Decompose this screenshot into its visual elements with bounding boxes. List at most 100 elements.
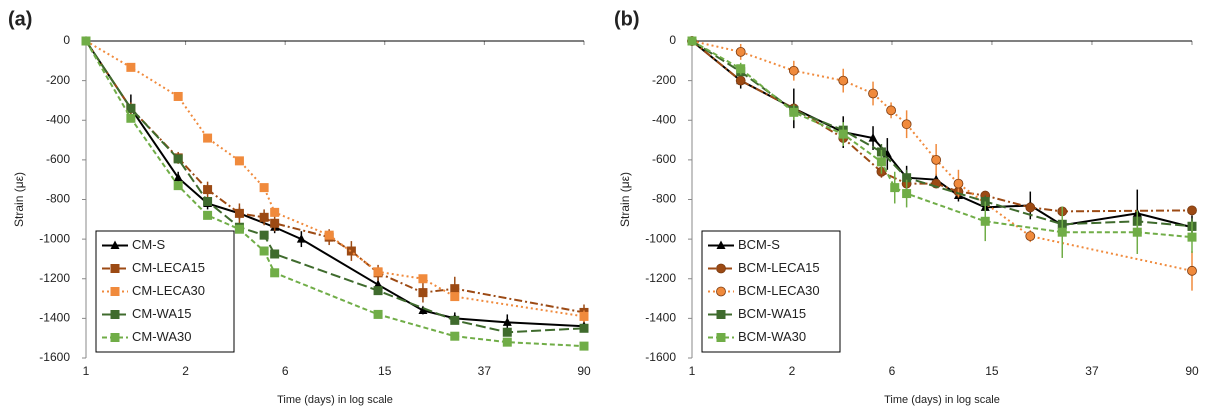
data-point — [259, 212, 269, 222]
data-point — [450, 292, 460, 302]
legend-label: BCM-LECA30 — [738, 283, 820, 298]
data-point — [296, 234, 306, 243]
y-tick-label: -1400 — [39, 311, 70, 325]
data-point — [502, 317, 512, 326]
data-point — [203, 133, 213, 143]
series-line — [85, 40, 585, 328]
data-point — [890, 183, 900, 193]
data-point — [173, 154, 183, 164]
legend-label: BCM-S — [738, 237, 780, 252]
y-tick-label: -400 — [46, 112, 70, 126]
data-point — [1025, 231, 1036, 242]
panel-label: (b) — [614, 8, 640, 30]
x-axis-title: Time (days) in log scale — [277, 394, 393, 406]
data-point — [373, 309, 383, 319]
data-point — [346, 246, 356, 256]
data-point — [687, 36, 697, 46]
data-point — [886, 105, 896, 116]
series-line — [691, 40, 1193, 229]
data-point — [980, 216, 990, 226]
data-point — [126, 113, 136, 123]
data-point — [270, 249, 280, 259]
y-tick-label: -200 — [652, 73, 676, 87]
data-point — [173, 91, 183, 101]
data-point — [953, 178, 964, 189]
data-point — [1025, 202, 1036, 213]
series-line — [691, 40, 1193, 213]
series-line — [691, 40, 1193, 239]
y-tick-label: -200 — [46, 73, 70, 87]
legend-label: CM-WA15 — [132, 306, 191, 321]
data-point — [838, 129, 848, 139]
y-tick-label: -400 — [652, 112, 676, 126]
data-point — [579, 323, 589, 333]
data-point — [418, 305, 428, 314]
data-point — [270, 218, 280, 228]
data-point — [173, 172, 183, 182]
data-point — [450, 315, 460, 325]
y-tick-label: 0 — [669, 33, 676, 47]
legend-marker — [110, 287, 120, 296]
y-axis-title: Strain (με) — [618, 172, 632, 227]
data-point — [373, 267, 383, 277]
legend-label: BCM-WA30 — [738, 329, 806, 344]
data-point — [270, 207, 280, 217]
legend-label: BCM-LECA15 — [738, 260, 820, 275]
data-point — [324, 230, 334, 240]
y-tick-label: -1000 — [645, 231, 676, 245]
data-point — [788, 65, 799, 76]
y-tick-label: -800 — [652, 192, 676, 206]
data-point — [450, 331, 460, 341]
data-point — [81, 36, 91, 46]
data-point — [259, 246, 269, 256]
y-tick-label: 0 — [63, 33, 70, 47]
data-point — [901, 119, 912, 130]
x-tick-label: 15 — [985, 364, 999, 378]
data-point — [868, 133, 878, 142]
data-point — [868, 88, 878, 99]
data-point — [126, 103, 136, 113]
data-point — [1132, 227, 1142, 237]
data-point — [450, 284, 460, 294]
x-axis-title: Time (days) in log scale — [884, 394, 1000, 406]
data-point — [259, 183, 269, 193]
data-point — [931, 154, 942, 165]
y-tick-label: -800 — [46, 192, 70, 206]
x-tick-label: 90 — [1185, 364, 1199, 378]
data-point — [234, 156, 244, 166]
data-point — [1187, 205, 1197, 216]
data-point — [1057, 227, 1067, 237]
data-point — [270, 268, 280, 278]
data-point — [735, 46, 746, 57]
data-point — [418, 274, 428, 284]
x-tick-label: 2 — [789, 364, 796, 378]
legend-marker — [716, 286, 726, 297]
data-point — [234, 224, 244, 234]
x-tick-label: 15 — [378, 364, 392, 378]
data-point — [203, 185, 213, 195]
y-tick-label: -1000 — [39, 231, 70, 245]
legend-marker — [716, 310, 726, 319]
data-point — [838, 75, 849, 86]
legend-label: CM-S — [132, 237, 166, 252]
legend-marker — [110, 310, 120, 319]
x-tick-label: 1 — [689, 364, 696, 378]
legend-marker — [110, 333, 120, 342]
series-line — [691, 40, 1193, 228]
legend-label: CM-WA30 — [132, 329, 191, 344]
data-point — [789, 107, 799, 117]
data-point — [902, 173, 912, 183]
x-tick-label: 37 — [478, 364, 492, 378]
data-point — [126, 62, 136, 72]
data-point — [373, 279, 383, 289]
legend-marker — [110, 264, 120, 273]
legend-label: CM-LECA15 — [132, 260, 205, 275]
data-point — [902, 189, 912, 199]
data-point — [876, 157, 886, 167]
data-point — [579, 311, 589, 321]
data-point — [736, 64, 746, 74]
y-tick-label: -1600 — [39, 350, 70, 364]
panel-label: (a) — [8, 8, 32, 30]
data-point — [418, 288, 428, 298]
x-tick-label: 1 — [83, 364, 90, 378]
